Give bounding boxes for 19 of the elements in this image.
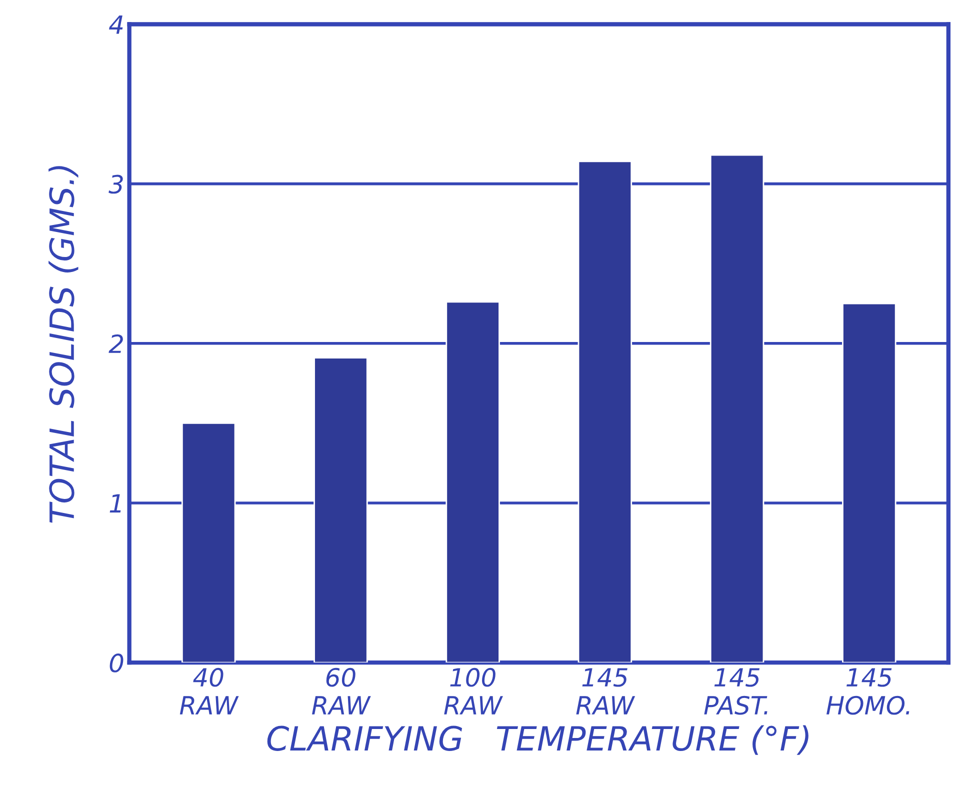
y-tick-label: 2 (108, 334, 123, 353)
x-tick-label: 145 HOMO. (826, 668, 910, 715)
y-tick-label: 3 (108, 174, 123, 194)
bar (842, 302, 896, 663)
x-axis-title: CLARIFYING TEMPERATURE (°F) (267, 725, 808, 755)
bar (314, 357, 368, 663)
x-tick-label: 60 RAW (312, 668, 371, 714)
x-tick-label: 40 RAW (180, 668, 239, 714)
x-tick-label: 100 RAW (444, 668, 503, 714)
y-axis-title: TOTAL SOLIDS (GMS.) (48, 166, 78, 523)
bar (181, 422, 236, 663)
bar (578, 160, 632, 663)
bar (446, 301, 500, 663)
y-tick-label: 1 (110, 494, 121, 512)
x-tick-label: 145 RAW (576, 668, 636, 714)
bar (710, 154, 764, 663)
y-tick-label: 0 (110, 654, 124, 672)
x-tick-label: 145 PAST. (704, 668, 768, 715)
y-tick-label: 4 (109, 16, 123, 34)
